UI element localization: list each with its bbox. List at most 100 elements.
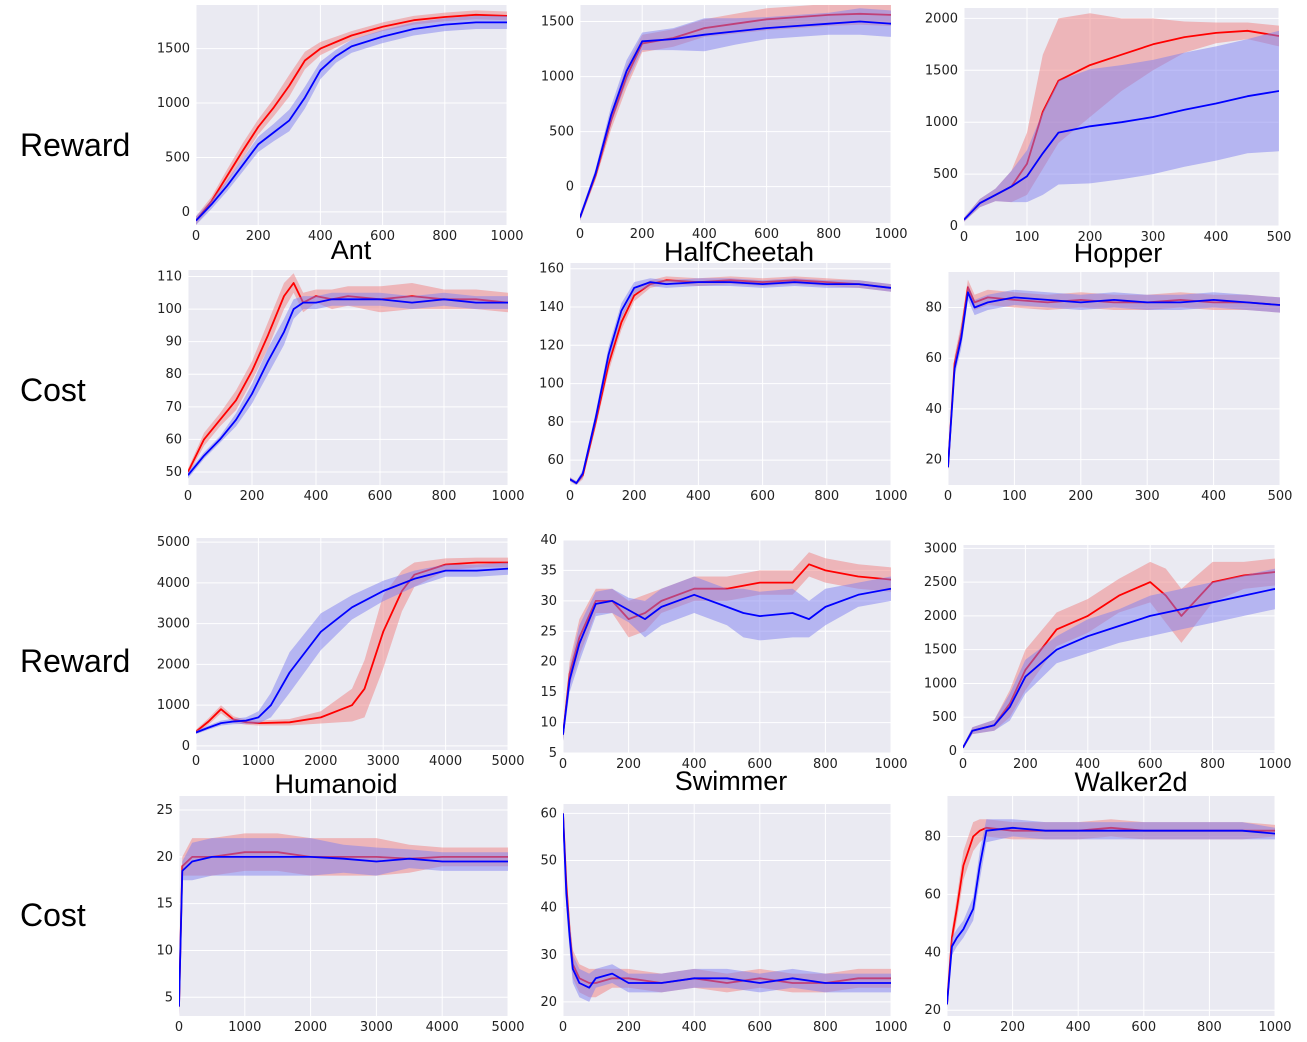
x-tick-label: 1000 xyxy=(874,227,907,242)
x-tick-label: 200 xyxy=(240,489,265,504)
y-tick-label: 1000 xyxy=(924,676,957,691)
y-tick-label: 20 xyxy=(540,655,557,670)
y-tick-label: 80 xyxy=(547,415,564,430)
blue-line xyxy=(563,813,891,989)
x-tick-label: 400 xyxy=(1204,230,1229,245)
x-tick-label: 200 xyxy=(1068,489,1093,504)
y-tick-label: 1000 xyxy=(157,698,190,713)
y-tick-label: 60 xyxy=(924,887,941,902)
series-group xyxy=(963,558,1275,749)
blue-band xyxy=(563,576,891,741)
x-tick-label: 200 xyxy=(616,757,641,772)
x-tick-label: 4000 xyxy=(426,1020,459,1035)
y-tick-label: 140 xyxy=(539,300,564,315)
x-tick-label: 100 xyxy=(1015,230,1040,245)
y-tick-label: 60 xyxy=(165,432,182,447)
y-tick-label: 80 xyxy=(924,830,941,845)
x-tick-label: 1000 xyxy=(874,1020,907,1035)
chart-6: 0 1000 2000 3000 4000 5000 0 1000 2000 3000 4000 50… xyxy=(157,535,525,769)
chart-4: 0 200 400 600 800 1000 60 80 100 120 140 160 xyxy=(539,262,907,504)
y-tick-label: 1500 xyxy=(157,42,190,57)
y-tick-label: 3000 xyxy=(157,617,190,632)
x-tick-label: 300 xyxy=(1141,230,1166,245)
y-tick-label: 1500 xyxy=(924,643,957,658)
y-tick-label: 10 xyxy=(156,943,173,958)
x-tick-label: 0 xyxy=(576,227,584,242)
y-tick-label: 35 xyxy=(540,563,557,578)
red-band xyxy=(196,557,508,734)
y-tick-label: 100 xyxy=(539,377,564,392)
x-tick-label: 400 xyxy=(304,489,329,504)
y-tick-label: 120 xyxy=(539,338,564,353)
x-tick-label: 600 xyxy=(754,227,779,242)
env-label-humanoid: Humanoid xyxy=(274,769,397,799)
y-tick-label: 500 xyxy=(165,150,190,165)
x-tick-label: 0 xyxy=(192,229,200,244)
x-tick-label: 800 xyxy=(432,229,457,244)
y-tick-label: 5000 xyxy=(157,535,190,550)
x-tick-label: 800 xyxy=(814,489,839,504)
y-tick-label: 110 xyxy=(157,270,182,285)
y-tick-label: 2000 xyxy=(924,609,957,624)
series-group xyxy=(196,10,507,225)
y-tick-label: 20 xyxy=(925,453,942,468)
series-group xyxy=(179,833,508,1016)
x-tick-label: 1000 xyxy=(228,1020,261,1035)
y-tick-label: 25 xyxy=(156,803,173,818)
x-tick-label: 1000 xyxy=(491,489,524,504)
x-tick-label: 2000 xyxy=(304,754,337,769)
y-tick-label: 1000 xyxy=(541,70,574,85)
y-tick-label: 30 xyxy=(540,948,557,963)
blue-line xyxy=(963,588,1275,749)
x-tick-label: 400 xyxy=(1066,1020,1091,1035)
red-band xyxy=(563,552,891,741)
x-tick-label: 600 xyxy=(370,229,395,244)
y-tick-label: 60 xyxy=(925,351,942,366)
blue-line xyxy=(196,567,508,734)
x-tick-label: 0 xyxy=(944,489,952,504)
series-group xyxy=(964,13,1279,222)
y-tick-label: 1500 xyxy=(925,63,958,78)
y-tick-label: 60 xyxy=(547,453,564,468)
x-tick-label: 0 xyxy=(559,757,567,772)
plot-area xyxy=(570,263,891,485)
y-tick-label: 3000 xyxy=(924,541,957,556)
x-tick-label: 400 xyxy=(1201,489,1226,504)
blue-line xyxy=(964,90,1279,221)
chart-9: 0 1000 2000 3000 4000 5000 5 10 15 20 25 xyxy=(156,796,525,1035)
blue-line xyxy=(179,856,508,1007)
blue-line xyxy=(947,826,1275,1005)
y-tick-label: 40 xyxy=(925,402,942,417)
x-tick-label: 600 xyxy=(747,757,772,772)
x-tick-label: 0 xyxy=(559,1020,567,1035)
series-group xyxy=(948,279,1280,470)
y-tick-label: 20 xyxy=(156,850,173,865)
y-tick-label: 15 xyxy=(540,685,557,700)
x-tick-label: 400 xyxy=(686,489,711,504)
y-tick-label: 30 xyxy=(540,594,557,609)
y-tick-label: 0 xyxy=(182,205,190,220)
y-tick-label: 15 xyxy=(156,897,173,912)
blue-band xyxy=(179,838,508,1016)
blue-line xyxy=(563,587,891,735)
x-tick-label: 600 xyxy=(747,1020,772,1035)
chart-5: 0 100 200 300 400 500 20 40 60 80 xyxy=(925,272,1292,504)
x-tick-label: 200 xyxy=(246,229,271,244)
y-tick-label: 4000 xyxy=(157,576,190,591)
series-group xyxy=(188,273,508,479)
x-tick-label: 600 xyxy=(750,489,775,504)
chart-3: 0 200 400 600 800 1000 50 60 70 80 90 100 110 xyxy=(157,270,524,504)
y-tick-label: 40 xyxy=(540,901,557,916)
red-band xyxy=(964,13,1279,222)
y-tick-label: 10 xyxy=(540,716,557,731)
x-tick-label: 800 xyxy=(1197,1020,1222,1035)
chart-2: 0 100 200 300 400 500 0 500 1000 1500 2000 xyxy=(925,8,1291,245)
x-tick-label: 400 xyxy=(682,757,707,772)
y-tick-label: 25 xyxy=(540,624,557,639)
series-group xyxy=(196,557,508,735)
row-label-1: Reward xyxy=(20,127,130,163)
y-tick-label: 2500 xyxy=(924,575,957,590)
x-tick-label: 300 xyxy=(1135,489,1160,504)
red-band xyxy=(188,273,508,476)
